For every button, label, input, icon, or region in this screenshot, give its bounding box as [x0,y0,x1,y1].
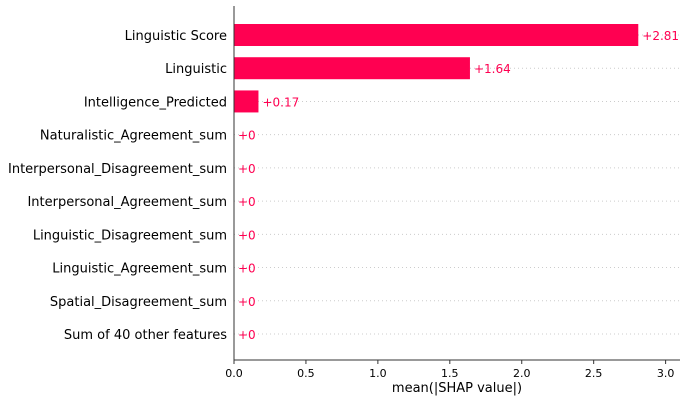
category-label: Spatial_Disagreement_sum [50,295,227,310]
value-label: +0.17 [262,95,299,109]
x-tick-label: 1.0 [369,367,387,380]
category-label: Linguistic [165,62,227,77]
category-label: Naturalistic_Agreement_sum [40,129,227,144]
bar [234,57,470,80]
x-tick-label: 0.0 [225,367,243,380]
category-label: Linguistic_Agreement_sum [52,262,227,277]
value-label: +0 [238,295,256,309]
value-label: +0 [238,262,256,276]
bars [234,24,639,113]
grid-lines [234,34,680,335]
value-label: +0 [238,228,256,242]
category-label: Intelligence_Predicted [84,95,227,110]
value-labels: +2.81 +1.64 +0.17 +0 +0 +0 +0 +0 +0 +0 [238,29,679,342]
category-label: Sum of 40 other features [64,328,227,343]
value-label: +2.81 [642,29,679,43]
value-label: +0 [238,195,256,209]
category-label: Linguistic_Disagreement_sum [33,228,227,243]
x-axis-title: mean(|SHAP value|) [392,381,522,396]
x-tick-label: 1.5 [441,367,459,380]
value-label: +0 [238,129,256,143]
category-labels: Linguistic Score Linguistic Intelligence_P… [8,29,227,343]
x-tick-label: 2.5 [585,367,603,380]
value-label: +0 [238,162,256,176]
x-tick-label: 3.0 [657,367,675,380]
bar [234,24,639,46]
x-tick-label: 2.0 [513,367,531,380]
category-label: Interpersonal_Disagreement_sum [8,162,227,177]
value-label: +0 [238,328,256,342]
category-label: Interpersonal_Agreement_sum [27,195,227,210]
bar [234,90,259,113]
x-tick-label: 0.5 [297,367,315,380]
category-label: Linguistic Score [125,29,227,44]
value-label: +1.64 [474,62,511,76]
axes: 0.0 0.5 1.0 1.5 2.0 2.5 3.0 [225,6,680,380]
